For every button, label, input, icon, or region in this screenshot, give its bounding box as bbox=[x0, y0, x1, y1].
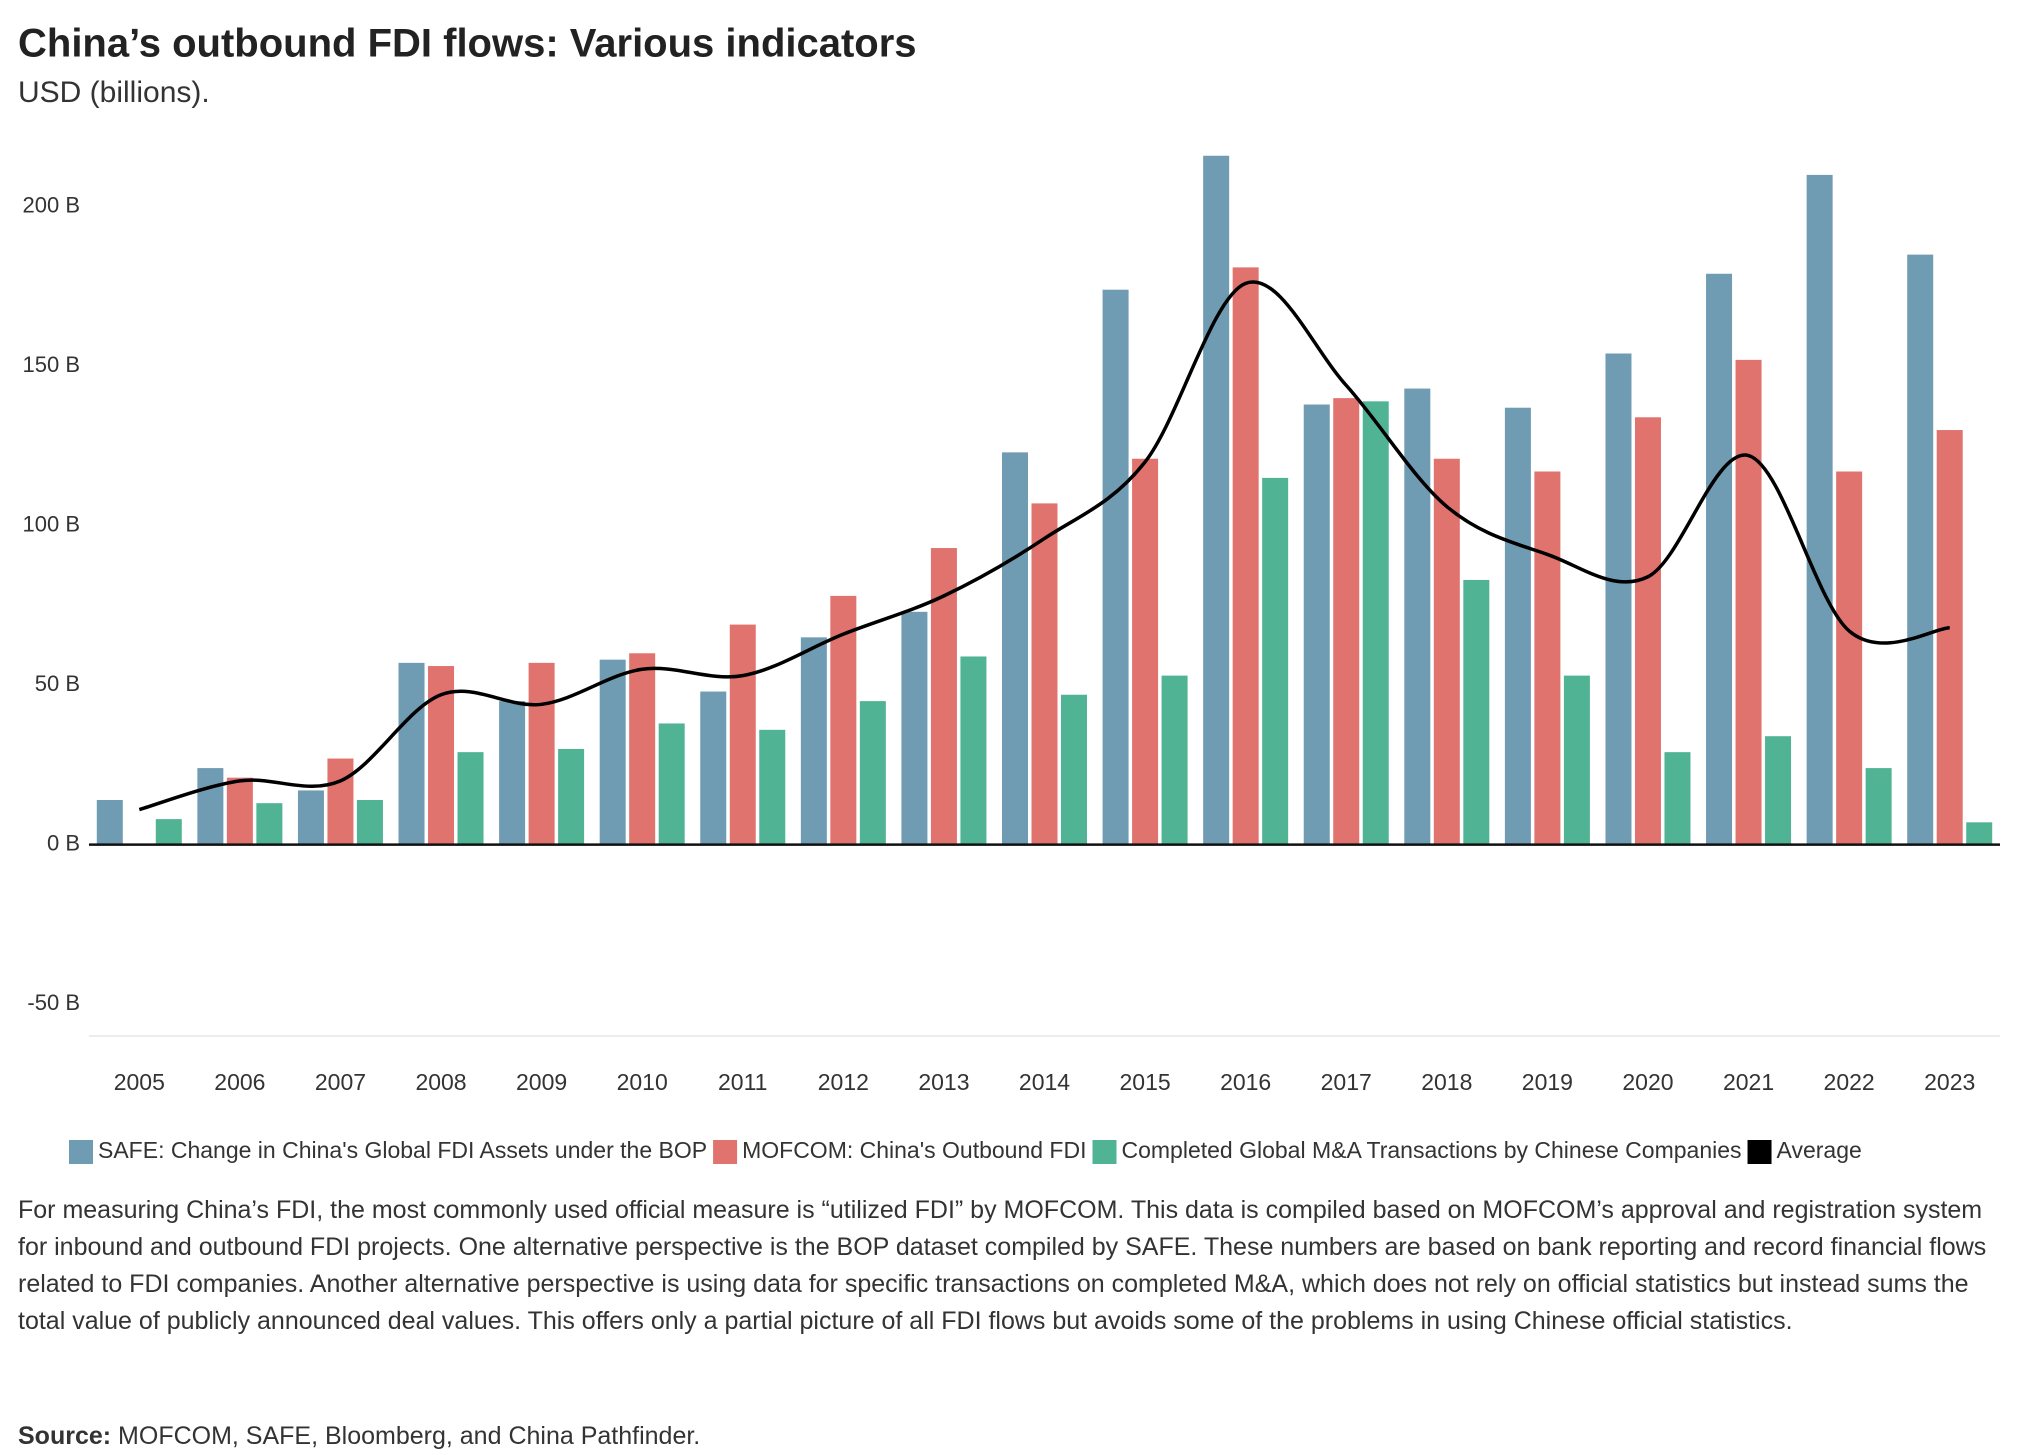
legend-label: Average bbox=[1777, 1137, 1862, 1163]
bar bbox=[658, 723, 685, 845]
bar bbox=[499, 701, 526, 845]
bar bbox=[599, 659, 626, 845]
x-tick-label: 2005 bbox=[114, 1069, 165, 1095]
bar bbox=[1836, 471, 1863, 845]
legend-label: SAFE: Change in China's Global FDI Asset… bbox=[98, 1137, 707, 1163]
legend-swatch bbox=[1747, 1140, 1772, 1164]
bar bbox=[1102, 289, 1129, 845]
x-tick-label: 2017 bbox=[1321, 1069, 1372, 1095]
bar bbox=[1161, 675, 1188, 845]
x-tick-label: 2013 bbox=[918, 1069, 969, 1095]
bar bbox=[297, 790, 324, 845]
y-tick-label: 100 B bbox=[23, 512, 81, 537]
legend-swatch bbox=[1092, 1140, 1117, 1164]
x-tick-label: 2023 bbox=[1924, 1069, 1975, 1095]
legend-swatch bbox=[69, 1140, 93, 1164]
bar bbox=[729, 624, 756, 845]
x-tick-label: 2021 bbox=[1723, 1069, 1774, 1095]
bar bbox=[1002, 452, 1028, 845]
x-tick-label: 2015 bbox=[1119, 1069, 1170, 1095]
bar bbox=[1865, 768, 1892, 845]
bar bbox=[197, 768, 224, 845]
bar bbox=[356, 799, 383, 845]
x-tick-label: 2012 bbox=[818, 1069, 869, 1095]
bar bbox=[1936, 430, 1963, 845]
chart: China’s outbound FDI flows: Various indi… bbox=[18, 22, 2000, 1164]
bar bbox=[901, 611, 928, 845]
bar bbox=[457, 752, 484, 845]
bar bbox=[1706, 273, 1733, 845]
x-tick-label: 2018 bbox=[1421, 1069, 1472, 1095]
bar bbox=[1966, 822, 1993, 845]
bar bbox=[700, 691, 727, 845]
bar bbox=[1907, 254, 1934, 845]
bar bbox=[1605, 353, 1632, 845]
source: Source: MOFCOM, SAFE, Bloomberg, and Chi… bbox=[18, 1418, 700, 1455]
bar bbox=[96, 799, 123, 845]
x-tick-label: 2010 bbox=[617, 1069, 668, 1095]
y-tick-label: 50 B bbox=[35, 671, 80, 696]
y-tick-label: 0 B bbox=[47, 830, 80, 855]
bar bbox=[528, 662, 555, 845]
bar bbox=[398, 662, 425, 845]
bar bbox=[1262, 477, 1289, 845]
legend-label: MOFCOM: China's Outbound FDI bbox=[742, 1137, 1086, 1163]
bar bbox=[1664, 752, 1691, 845]
chart-subtitle: USD (billions). bbox=[18, 76, 210, 109]
bar bbox=[226, 777, 253, 845]
x-tick-label: 2014 bbox=[1019, 1069, 1070, 1095]
bar bbox=[1735, 359, 1762, 845]
bar bbox=[155, 819, 182, 845]
bar bbox=[759, 729, 786, 845]
x-tick-label: 2016 bbox=[1220, 1069, 1271, 1095]
bar bbox=[1563, 675, 1590, 845]
source-text: MOFCOM, SAFE, Bloomberg, and China Pathf… bbox=[118, 1422, 701, 1450]
bar bbox=[1806, 174, 1833, 845]
bar bbox=[327, 758, 354, 845]
bar bbox=[1203, 155, 1230, 845]
bar bbox=[1362, 401, 1389, 845]
y-tick-label: 150 B bbox=[23, 352, 81, 377]
x-tick-label: 2009 bbox=[516, 1069, 567, 1095]
note: For measuring China’s FDI, the most comm… bbox=[18, 1196, 1987, 1335]
y-tick-label: 200 B bbox=[23, 193, 81, 218]
bar bbox=[859, 701, 886, 845]
line bbox=[138, 280, 1950, 812]
bar bbox=[1534, 471, 1561, 845]
x-tick-label: 2007 bbox=[315, 1069, 366, 1095]
x-tick-label: 2006 bbox=[214, 1069, 265, 1095]
x-tick-label: 2022 bbox=[1824, 1069, 1875, 1095]
bar bbox=[629, 653, 656, 845]
x-tick-label: 2020 bbox=[1622, 1069, 1673, 1095]
legend-label: Completed Global M&A Transactions by Chi… bbox=[1121, 1137, 1741, 1163]
legend-swatch bbox=[713, 1140, 738, 1164]
bar bbox=[800, 637, 827, 845]
bar bbox=[1031, 503, 1058, 845]
x-tick-label: 2011 bbox=[718, 1069, 767, 1095]
bar bbox=[1433, 458, 1460, 845]
bar bbox=[1132, 458, 1159, 845]
bar bbox=[558, 748, 585, 845]
bar bbox=[1765, 736, 1792, 845]
x-tick-label: 2008 bbox=[415, 1069, 466, 1095]
bar bbox=[1634, 417, 1661, 845]
bar bbox=[1333, 398, 1360, 845]
bar bbox=[1404, 388, 1431, 845]
bar bbox=[1303, 404, 1330, 845]
bar bbox=[1232, 267, 1259, 845]
y-tick-label: -50 B bbox=[27, 990, 80, 1015]
bar bbox=[960, 656, 987, 845]
bar bbox=[1061, 694, 1087, 845]
chart-title: China’s outbound FDI flows: Various indi… bbox=[18, 22, 917, 66]
bar bbox=[256, 803, 283, 845]
bar bbox=[1504, 407, 1531, 845]
x-tick-label: 2019 bbox=[1522, 1069, 1573, 1095]
source-label: Source: bbox=[18, 1422, 112, 1450]
bar bbox=[1463, 579, 1490, 845]
